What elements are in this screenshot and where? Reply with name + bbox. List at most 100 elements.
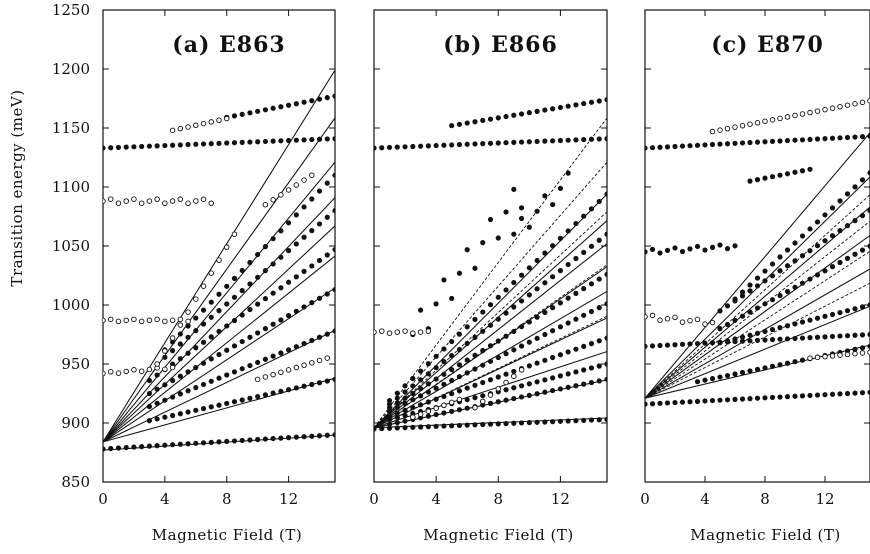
data-point-filled — [503, 287, 509, 293]
data-point-filled — [588, 308, 595, 315]
data-point-filled — [769, 297, 776, 303]
data-point-filled — [709, 244, 716, 250]
data-point-filled — [402, 400, 408, 407]
data-point-filled — [495, 140, 501, 146]
data-point-filled — [739, 140, 746, 146]
data-point-filled — [511, 420, 517, 426]
data-point-filled — [394, 395, 400, 401]
data-point-filled — [542, 419, 548, 425]
data-point-filled — [379, 145, 385, 151]
data-point-filled — [814, 392, 821, 398]
data-point-open — [216, 117, 222, 123]
data-point-filled — [762, 268, 768, 274]
data-point-filled — [784, 394, 791, 400]
data-point-filled — [410, 397, 416, 403]
data-point-filled — [255, 359, 261, 366]
data-point-filled — [807, 136, 813, 143]
data-point-filled — [255, 251, 261, 258]
x-tick-label-8: 8 — [760, 490, 770, 508]
data-point-filled — [588, 206, 595, 212]
data-point-filled — [732, 317, 738, 323]
data-point-filled — [747, 309, 753, 315]
data-point-filled — [324, 136, 330, 142]
panel-title: (a) E863 — [172, 32, 285, 58]
data-point-filled — [472, 141, 478, 147]
data-point-filled — [441, 346, 447, 352]
data-point-filled — [565, 384, 571, 390]
data-point-open — [185, 200, 191, 207]
data-point-open — [518, 367, 525, 373]
data-point-filled — [557, 268, 564, 274]
data-point-open — [754, 120, 761, 126]
data-point-filled — [332, 172, 335, 178]
data-point-open — [146, 366, 153, 373]
data-point-filled — [394, 410, 400, 416]
data-point-filled — [262, 436, 269, 442]
data-point-filled — [526, 139, 532, 145]
y-tick-label-900: 900 — [61, 414, 90, 432]
data-point-filled — [374, 426, 377, 432]
data-point-open — [169, 127, 176, 134]
data-point-filled — [255, 393, 261, 400]
data-point-filled — [425, 371, 431, 377]
data-point-filled — [177, 441, 183, 447]
data-point-filled — [709, 376, 716, 382]
data-point-open — [162, 200, 168, 207]
data-point-filled — [596, 417, 602, 423]
data-point-filled — [557, 373, 564, 379]
data-point-open — [448, 399, 455, 406]
data-point-filled — [807, 248, 813, 254]
data-point-filled — [837, 135, 843, 141]
data-point-filled — [247, 437, 253, 443]
data-point-filled — [769, 363, 776, 369]
data-point-filled — [844, 333, 851, 339]
data-point-filled — [822, 392, 828, 398]
data-point-filled — [792, 393, 798, 399]
data-point-filled — [193, 385, 199, 391]
data-point-filled — [526, 224, 532, 230]
data-point-filled — [456, 141, 463, 148]
data-point-filled — [293, 385, 299, 391]
data-point-filled — [709, 397, 716, 404]
data-point-filled — [814, 315, 821, 321]
data-point-filled — [829, 391, 836, 397]
data-point-filled — [449, 377, 455, 384]
data-point-filled — [777, 292, 783, 299]
data-point-open — [185, 124, 191, 130]
data-point-filled — [822, 313, 828, 319]
dashed-fit-line — [645, 194, 870, 399]
data-point-open — [262, 374, 269, 380]
data-point-filled — [495, 374, 501, 380]
data-point-filled — [418, 402, 424, 408]
data-point-open — [777, 115, 783, 122]
data-point-filled — [332, 93, 335, 99]
data-point-filled — [724, 141, 731, 147]
data-point-filled — [324, 291, 330, 297]
fit-line — [374, 317, 607, 429]
data-point-filled — [464, 405, 470, 411]
data-point-filled — [418, 307, 424, 313]
data-point-filled — [777, 325, 783, 331]
data-point-filled — [170, 377, 176, 384]
data-point-open — [193, 296, 199, 302]
data-point-filled — [784, 263, 791, 269]
data-point-filled — [324, 331, 330, 337]
data-point-filled — [732, 296, 738, 302]
data-point-filled — [565, 170, 571, 176]
data-point-filled — [807, 166, 813, 172]
data-point-filled — [231, 369, 238, 375]
data-point-filled — [664, 342, 671, 348]
data-point-open — [433, 405, 439, 412]
data-point-open — [123, 198, 129, 204]
data-point-filled — [852, 218, 858, 224]
data-point-filled — [518, 324, 525, 330]
data-point-filled — [231, 317, 238, 324]
plot-area — [374, 97, 607, 432]
data-point-filled — [386, 413, 393, 419]
data-point-filled — [511, 385, 517, 391]
data-point-filled — [732, 243, 738, 249]
data-point-filled — [784, 360, 791, 366]
data-point-filled — [286, 347, 292, 353]
data-point-open — [747, 121, 753, 127]
data-point-filled — [754, 305, 761, 311]
